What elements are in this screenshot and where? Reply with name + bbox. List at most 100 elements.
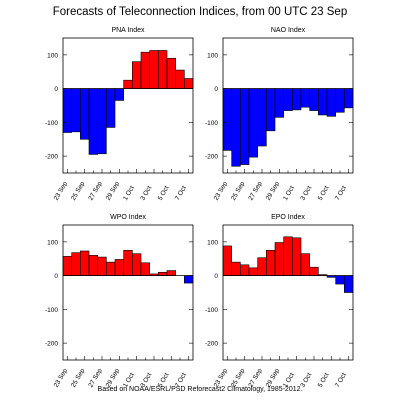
bar <box>106 261 116 276</box>
bar <box>140 262 150 276</box>
x-tick-label: 3 Oct <box>299 185 313 202</box>
bar <box>231 261 241 276</box>
plot-frame <box>62 224 194 361</box>
bar <box>114 259 124 276</box>
bar <box>158 271 168 276</box>
y-tick-label: -100 <box>45 307 58 314</box>
figure-footer: Based on NOAA/ESRL/PSD Reforecast2 Clima… <box>97 386 303 393</box>
bar <box>240 264 250 276</box>
bar <box>184 78 194 89</box>
bar <box>184 275 194 284</box>
bar <box>257 257 267 276</box>
y-tick-label: -100 <box>45 120 58 127</box>
y-tick-label: 0 <box>54 86 58 93</box>
y-tick-label: -100 <box>205 120 218 127</box>
bar <box>80 88 90 140</box>
bar <box>257 88 267 147</box>
y-tick-label: 0 <box>214 86 218 93</box>
panel-title: PNA Index <box>111 27 145 34</box>
bar <box>326 88 336 117</box>
bar <box>335 275 345 285</box>
bar <box>80 250 90 276</box>
bar <box>318 88 328 116</box>
bar <box>222 245 232 276</box>
y-tick-label: -200 <box>205 341 218 348</box>
x-tick-label: 25 Sep <box>230 180 247 202</box>
y-tick-label: -200 <box>205 154 218 161</box>
bar <box>132 61 142 89</box>
x-tick-label: 7 Oct <box>174 185 188 202</box>
y-tick-label: -100 <box>205 307 218 314</box>
panel-title: WPO Index <box>110 214 146 221</box>
bar <box>97 256 107 276</box>
bar <box>158 50 168 89</box>
y-tick-label: 100 <box>47 52 58 59</box>
x-tick-label: 7 Oct <box>334 185 348 202</box>
panel-title: EPO Index <box>271 214 305 221</box>
x-tick-label: 3 Oct <box>139 185 153 202</box>
bar <box>166 270 176 276</box>
bar <box>97 88 107 155</box>
bar <box>114 88 124 101</box>
x-tick-label: 1 Oct <box>282 185 296 202</box>
bar <box>240 88 250 165</box>
bar <box>274 88 284 118</box>
bar <box>283 88 293 111</box>
bar <box>248 267 258 276</box>
x-tick-label: 29 Sep <box>105 180 122 202</box>
bar <box>106 88 116 128</box>
bar <box>335 88 345 113</box>
y-tick-label: 100 <box>207 239 218 246</box>
bar <box>62 88 72 133</box>
bar <box>71 252 81 276</box>
bar <box>62 256 72 276</box>
x-tick-label: 23 Sep <box>213 180 230 202</box>
bar <box>222 88 232 151</box>
y-tick-label: 0 <box>54 273 58 280</box>
x-tick-label: 27 Sep <box>247 180 264 202</box>
x-tick-label: 5 Oct <box>157 185 171 202</box>
y-tick-label: -200 <box>45 341 58 348</box>
bar <box>149 50 159 89</box>
figure-title: Forecasts of Teleconnection Indices, fro… <box>52 6 348 18</box>
bar <box>132 253 142 276</box>
bar <box>140 51 150 89</box>
bar <box>344 275 354 293</box>
y-tick-label: -200 <box>45 154 58 161</box>
bar <box>274 242 284 276</box>
x-tick-label: 27 Sep <box>87 180 104 202</box>
x-tick-label: 1 Oct <box>122 185 136 202</box>
bar <box>231 88 241 167</box>
y-tick-label: 100 <box>207 52 218 59</box>
chart-panel-2: NAO Index -200 -100 0 100 23 Sep 25 Sep 27 Sep 2… <box>205 27 354 202</box>
bar <box>344 88 354 109</box>
bar <box>175 69 185 89</box>
bar <box>309 88 319 111</box>
bar <box>292 237 302 276</box>
bar <box>166 57 176 89</box>
bar <box>248 88 258 158</box>
bar <box>292 88 302 111</box>
bar <box>88 255 98 276</box>
bar <box>266 250 276 276</box>
panel-title: NAO Index <box>271 27 306 34</box>
x-tick-label: 29 Sep <box>265 180 282 202</box>
bar <box>71 88 81 133</box>
y-tick-label: 100 <box>47 239 58 246</box>
bar <box>309 266 319 276</box>
bar <box>300 88 310 108</box>
bar <box>266 88 276 132</box>
chart-panel-1: PNA Index -200 -100 0 100 23 Sep 25 Sep 27 Sep 2… <box>45 27 194 202</box>
bar <box>283 236 293 276</box>
bar <box>123 79 133 89</box>
x-tick-label: 5 Oct <box>317 185 331 202</box>
bar <box>300 253 310 276</box>
x-tick-label: 23 Sep <box>53 180 70 202</box>
y-tick-label: 0 <box>214 273 218 280</box>
x-tick-label: 25 Sep <box>70 180 87 202</box>
bar <box>88 88 98 155</box>
